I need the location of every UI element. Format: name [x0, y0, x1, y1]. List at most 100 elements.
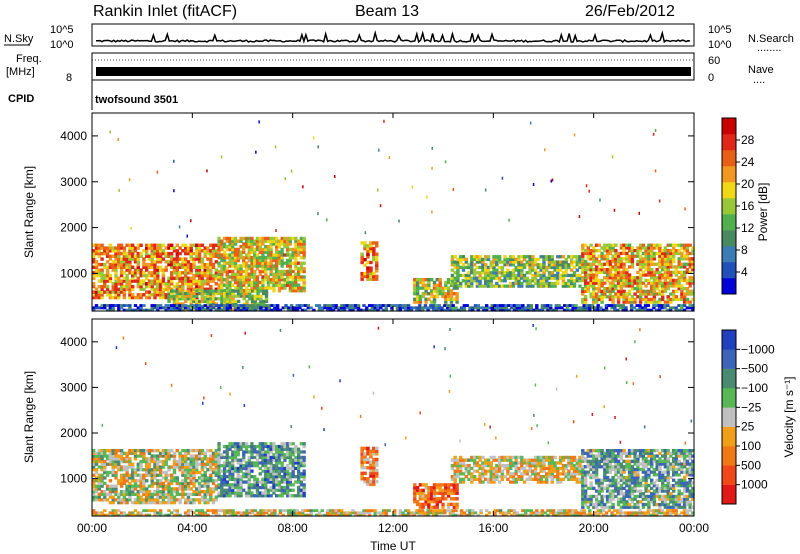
- data-cell: [302, 239, 306, 243]
- data-cell: [536, 475, 541, 479]
- data-cell: [220, 289, 224, 293]
- data-cell: [647, 249, 651, 253]
- data-cell: [189, 297, 193, 301]
- data-cell: [663, 246, 668, 250]
- data-cell: [150, 284, 154, 289]
- data-cell: [294, 264, 298, 268]
- data-cell: [418, 502, 423, 507]
- data-cell: [217, 450, 221, 454]
- data-cell: [231, 258, 235, 263]
- data-cell: [228, 447, 232, 451]
- data-cell: [245, 308, 249, 312]
- data-cell: [641, 292, 646, 296]
- data-cell: [258, 242, 262, 246]
- data-cell: [489, 263, 493, 267]
- data-cell: [275, 453, 279, 457]
- data-cell: [589, 254, 593, 258]
- data-cell: [250, 242, 254, 246]
- data-cell: [197, 462, 202, 466]
- data-cell: [478, 276, 482, 280]
- data-cell: [542, 279, 546, 283]
- data-cell: [264, 444, 268, 449]
- data-cell: [220, 299, 224, 303]
- data-cell: [520, 464, 524, 468]
- data-cell: [175, 308, 179, 312]
- data-cell: [108, 249, 113, 253]
- data-cell: [481, 469, 485, 473]
- data-cell: [661, 273, 665, 277]
- data-cell: [94, 468, 99, 472]
- data-cell: [108, 293, 113, 297]
- data-cell: [189, 249, 193, 253]
- data-cell: [427, 505, 431, 509]
- data-cell: [103, 468, 107, 472]
- data-cell: [131, 265, 135, 269]
- data-cell: [262, 304, 266, 309]
- data-cell: [674, 284, 679, 288]
- data-cell: [153, 481, 157, 486]
- data-cell: [583, 502, 588, 507]
- data-cell: [255, 239, 260, 243]
- data-cell: [181, 454, 185, 458]
- data-cell: [376, 308, 380, 312]
- data-cell: [114, 287, 118, 291]
- data-cell: [195, 268, 199, 272]
- data-cell: [661, 257, 665, 261]
- data-cell: [288, 466, 292, 471]
- data-cell: [497, 461, 502, 465]
- data-cell: [142, 473, 146, 477]
- data-cell: [297, 453, 301, 457]
- data-cell: [175, 292, 179, 296]
- data-cell: [608, 262, 613, 266]
- data-cell: [203, 473, 207, 477]
- data-cell: [484, 284, 488, 288]
- data-cell: [586, 284, 590, 288]
- data-cell: [105, 293, 110, 297]
- data-cell: [178, 292, 182, 296]
- data-cell: [231, 261, 235, 265]
- data-cell: [486, 458, 491, 462]
- data-cell: [424, 292, 428, 296]
- data-cell: [133, 260, 138, 264]
- data-cell: [435, 483, 439, 487]
- data-cell: [680, 297, 684, 302]
- data-cell: [576, 308, 581, 312]
- data-cell: [531, 257, 535, 262]
- data-cell: [500, 458, 504, 462]
- data-cell: [264, 488, 268, 492]
- data-cell: [239, 480, 243, 484]
- data-cell: [691, 276, 695, 280]
- data-cell: [592, 273, 596, 277]
- data-cell: [514, 480, 518, 484]
- data-cell: [233, 239, 238, 243]
- data-cell: [297, 250, 301, 254]
- data-cell: [92, 479, 96, 483]
- data-cell: [362, 304, 366, 307]
- data-cell: [585, 306, 589, 310]
- data-cell: [570, 466, 574, 471]
- data-cell: [424, 494, 428, 498]
- data-cell: [231, 294, 235, 298]
- data-cell: [283, 475, 287, 479]
- data-cell: [297, 447, 301, 451]
- data-cell: [247, 275, 251, 279]
- data-cell: [184, 257, 188, 261]
- data-cell: [586, 273, 590, 277]
- data-cell: [581, 478, 585, 482]
- data-cell: [685, 257, 690, 261]
- data-cell: [122, 308, 127, 312]
- data-cell: [136, 306, 140, 310]
- data-cell: [539, 279, 543, 283]
- data-cell: [644, 297, 648, 302]
- data-cell: [688, 251, 692, 256]
- data-cell: [170, 257, 174, 261]
- data-cell: [495, 255, 499, 259]
- data-cell: [608, 251, 613, 256]
- colorbar-segment: [722, 150, 736, 167]
- data-cell: [375, 463, 379, 467]
- data-cell: [666, 276, 670, 280]
- data-cell: [578, 458, 582, 462]
- data-cell: [242, 306, 246, 310]
- data-cell: [592, 473, 596, 477]
- data-cell: [603, 270, 607, 274]
